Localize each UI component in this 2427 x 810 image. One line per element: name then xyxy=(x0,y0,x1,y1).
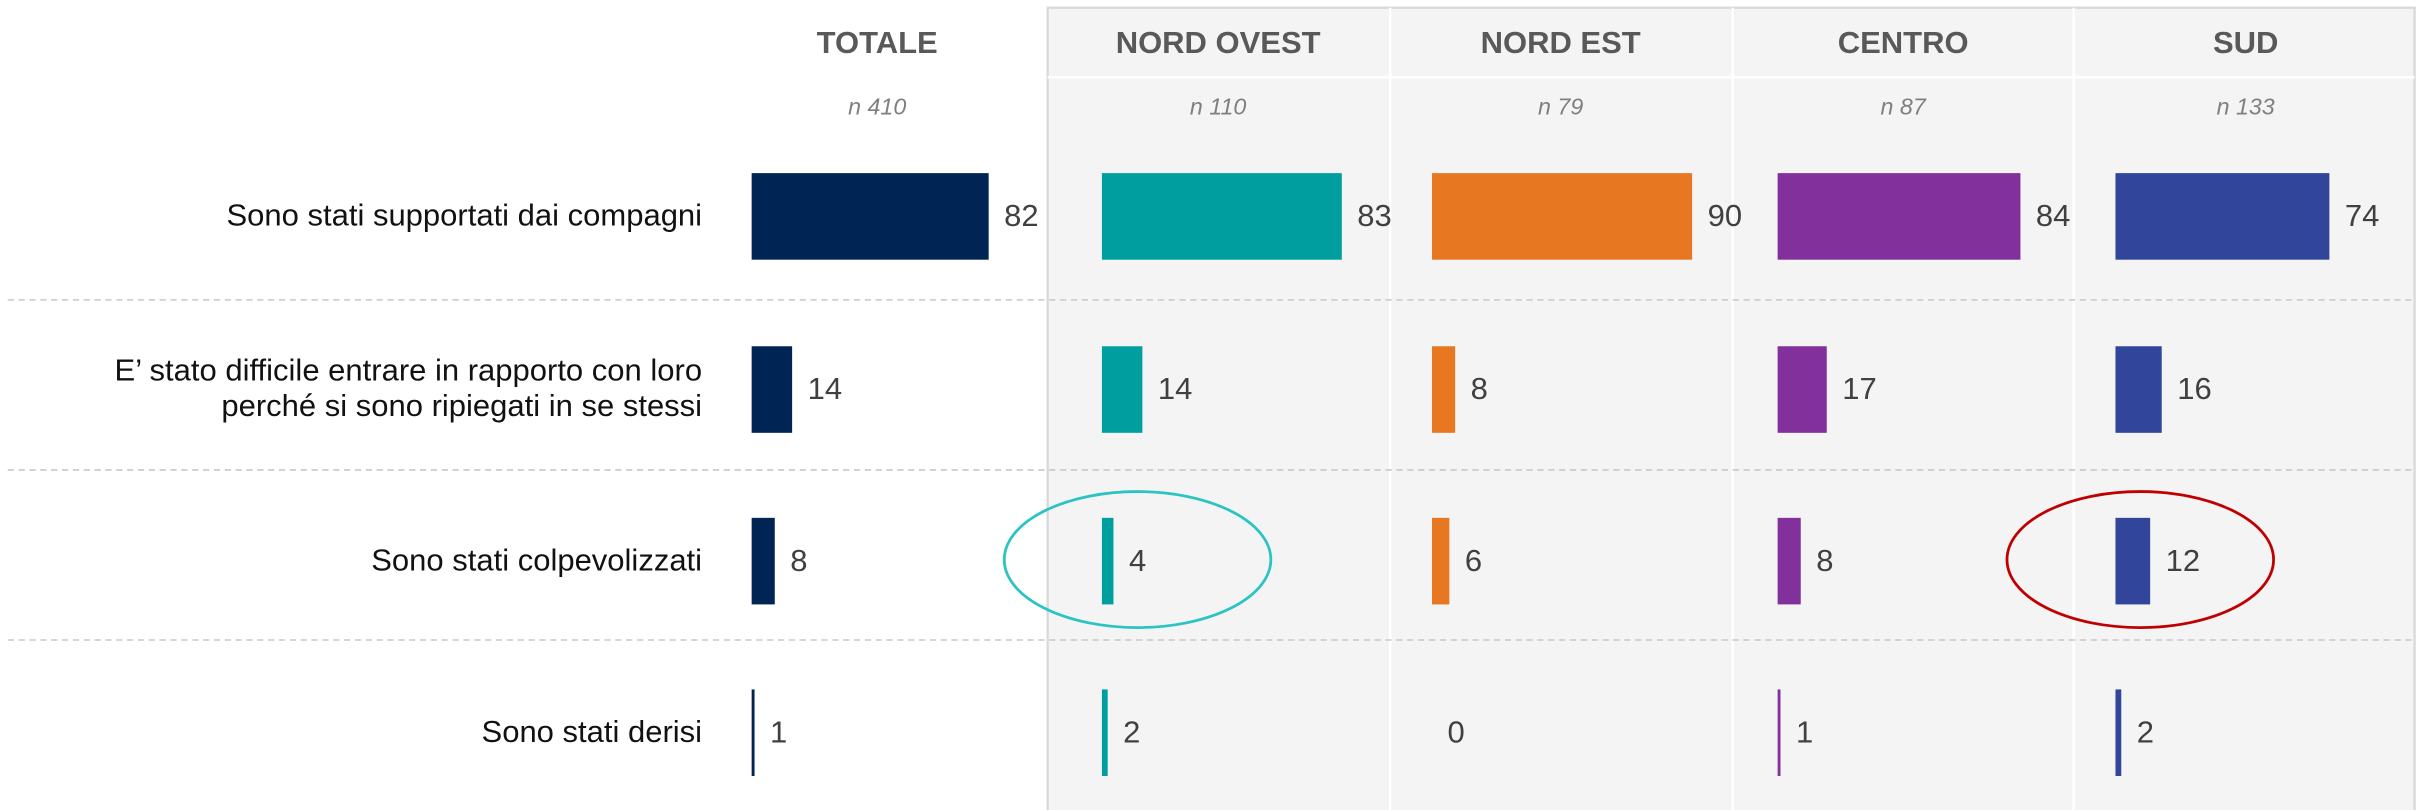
bar xyxy=(1101,517,1114,605)
value-label: 74 xyxy=(2345,198,2379,233)
bar xyxy=(2115,173,2330,260)
bar xyxy=(1777,173,2021,260)
region-panel xyxy=(1046,6,2416,810)
bar xyxy=(751,346,793,433)
column-header: TOTALE xyxy=(817,25,938,60)
value-label: 82 xyxy=(1004,198,1038,233)
value-label: 90 xyxy=(1708,198,1742,233)
sample-size: n 133 xyxy=(2217,93,2275,119)
sample-size: n 79 xyxy=(1538,93,1583,119)
value-label: 84 xyxy=(2036,198,2070,233)
column-header: CENTRO xyxy=(1838,25,1969,60)
bar xyxy=(1777,517,1801,605)
value-label: 8 xyxy=(1816,543,1833,578)
value-label: 6 xyxy=(1465,543,1482,578)
column-header: SUD xyxy=(2213,25,2278,60)
row-label: Sono stati colpevolizzati xyxy=(371,543,703,578)
value-label: 17 xyxy=(1842,371,1876,406)
sample-size: n 110 xyxy=(1190,93,1247,119)
column-header: NORD EST xyxy=(1481,25,1641,60)
value-label: 14 xyxy=(808,371,842,406)
value-label: 0 xyxy=(1448,714,1465,749)
value-label: 12 xyxy=(2166,543,2200,578)
value-label: 2 xyxy=(2137,714,2154,749)
bar xyxy=(1432,346,1456,433)
bar xyxy=(1101,346,1143,433)
column-header: NORD OVEST xyxy=(1116,25,1321,60)
bar xyxy=(2115,517,2151,605)
bar xyxy=(1101,173,1342,260)
bar xyxy=(1432,517,1450,605)
row-label: E’ stato difficile entrare in rapporto c… xyxy=(114,353,703,424)
bar xyxy=(1777,689,1781,776)
bar xyxy=(2115,346,2162,433)
sample-size: n 87 xyxy=(1881,93,1927,119)
highlight-ellipse xyxy=(1002,490,1273,629)
value-label: 4 xyxy=(1129,543,1146,578)
bar xyxy=(1432,173,1693,260)
value-label: 8 xyxy=(790,543,807,578)
bar xyxy=(751,173,989,260)
value-label: 16 xyxy=(2177,371,2211,406)
value-label: 8 xyxy=(1471,371,1488,406)
value-label: 1 xyxy=(770,714,787,749)
row-label: Sono stati supportati dai compagni xyxy=(226,198,703,233)
bar xyxy=(2115,689,2122,776)
value-label: 2 xyxy=(1123,714,1140,749)
value-label: 83 xyxy=(1357,198,1391,233)
bar xyxy=(751,517,775,605)
value-label: 14 xyxy=(1158,371,1192,406)
value-label: 1 xyxy=(1796,714,1813,749)
sample-size: n 410 xyxy=(848,93,906,119)
bar xyxy=(1777,346,1827,433)
bar xyxy=(1101,689,1108,776)
highlight-ellipse xyxy=(2005,490,2275,629)
bar xyxy=(751,689,755,776)
row-label: Sono stati derisi xyxy=(481,714,703,749)
